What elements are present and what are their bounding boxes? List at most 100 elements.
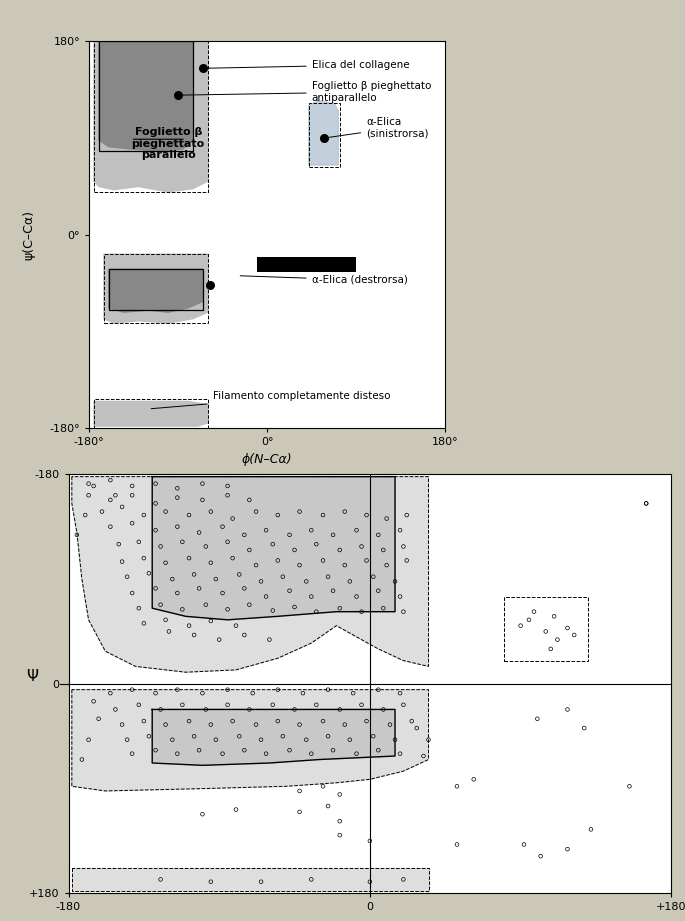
Point	[172, 746, 183, 761]
X-axis label: ϕ(N–Cα): ϕ(N–Cα)	[242, 453, 292, 466]
Point	[230, 618, 241, 633]
Point	[267, 603, 278, 618]
Point	[373, 583, 384, 598]
Point	[368, 569, 379, 584]
Point	[134, 534, 145, 549]
Point	[244, 702, 255, 717]
Point	[110, 488, 121, 503]
Point	[172, 490, 183, 505]
Point	[197, 686, 208, 701]
Point	[83, 732, 94, 747]
Point	[586, 822, 597, 836]
Point	[451, 779, 462, 794]
Point	[361, 714, 372, 729]
Point	[251, 504, 262, 519]
Bar	[504, 597, 588, 660]
Point	[378, 600, 389, 615]
Point	[334, 600, 345, 615]
Point	[323, 569, 334, 584]
Point	[451, 837, 462, 852]
Polygon shape	[152, 477, 395, 620]
Point	[381, 511, 392, 526]
Point	[143, 565, 154, 580]
Point	[155, 702, 166, 717]
Point	[401, 554, 412, 568]
Point	[222, 682, 233, 697]
Point	[83, 476, 94, 491]
Point	[244, 598, 255, 612]
Polygon shape	[109, 269, 203, 312]
Point	[138, 714, 149, 729]
Point	[138, 551, 149, 565]
Point	[373, 743, 384, 758]
Text: Elica del collagene: Elica del collagene	[206, 60, 410, 70]
Point	[395, 523, 406, 538]
Point	[172, 586, 183, 600]
Point	[356, 697, 367, 712]
Point	[519, 837, 530, 852]
Point	[267, 697, 278, 712]
Point	[284, 583, 295, 598]
Point	[206, 717, 216, 732]
Point	[150, 523, 161, 538]
Point	[79, 507, 90, 522]
Point	[134, 600, 145, 615]
Point	[150, 476, 161, 491]
Point	[398, 872, 409, 887]
Point	[569, 627, 580, 642]
Point	[351, 746, 362, 761]
Point	[327, 743, 338, 758]
Point	[227, 551, 238, 565]
Polygon shape	[94, 402, 208, 426]
Point	[624, 779, 635, 794]
Text: Foglietto β
pieghettato
parallelo: Foglietto β pieghettato parallelo	[132, 127, 205, 160]
Point	[177, 602, 188, 617]
Point	[339, 558, 350, 573]
Point	[301, 574, 312, 589]
Point	[113, 537, 124, 552]
Point	[71, 528, 82, 542]
Point	[373, 682, 384, 697]
Point	[222, 488, 233, 503]
Point	[239, 743, 250, 758]
Point	[562, 842, 573, 857]
Point	[197, 476, 208, 491]
Point	[306, 746, 316, 761]
Point	[210, 732, 221, 747]
Point	[361, 507, 372, 522]
Point	[368, 729, 379, 743]
Point	[334, 787, 345, 802]
Point	[260, 746, 271, 761]
Point	[395, 686, 406, 701]
Point	[297, 686, 308, 701]
Point	[260, 589, 271, 604]
Bar	[258, 257, 356, 273]
Polygon shape	[72, 690, 429, 791]
Point	[411, 721, 422, 736]
Point	[200, 598, 211, 612]
Point	[122, 569, 133, 584]
Point	[277, 569, 288, 584]
Point	[256, 874, 266, 889]
Point	[105, 686, 116, 701]
Bar	[94, 400, 208, 428]
Point	[172, 519, 183, 534]
Point	[390, 574, 401, 589]
Point	[105, 519, 116, 534]
Point	[323, 682, 334, 697]
Point	[395, 589, 406, 604]
Point	[134, 697, 145, 712]
Point	[406, 714, 417, 729]
Point	[116, 499, 127, 514]
Point	[390, 732, 401, 747]
Point	[251, 558, 262, 573]
Point	[294, 717, 305, 732]
Point	[351, 523, 362, 538]
Point	[227, 511, 238, 526]
Point	[127, 586, 138, 600]
Point	[398, 539, 409, 554]
Polygon shape	[72, 477, 429, 672]
Bar	[109, 269, 203, 310]
Point	[127, 746, 138, 761]
Point	[172, 682, 183, 697]
